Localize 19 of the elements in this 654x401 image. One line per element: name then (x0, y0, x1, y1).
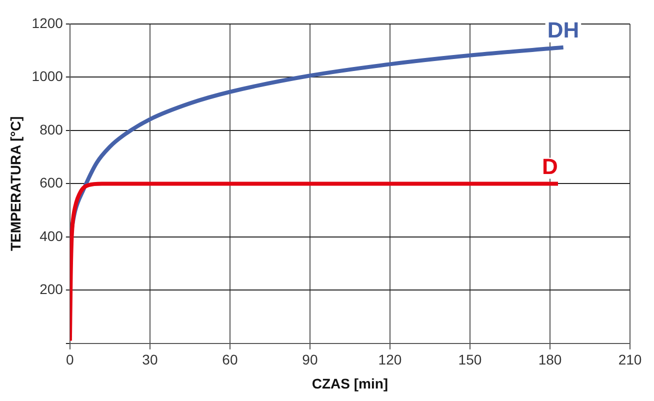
y-tick-label: 200 (40, 281, 64, 298)
y-tick-label: 1200 (32, 14, 64, 31)
x-tick-label: 210 (618, 352, 642, 368)
y-axis-title: TEMPERATURA [°C] (7, 116, 24, 252)
y-tick-label: 600 (40, 174, 64, 191)
x-axis-title: CZAS [min] (312, 375, 388, 392)
x-tick-label: 90 (302, 352, 318, 368)
x-tick-label: 120 (378, 352, 402, 368)
series-label: D (542, 154, 558, 179)
y-tick-label: 400 (40, 228, 64, 244)
y-tick-label: 800 (40, 121, 64, 138)
y-tick-label: 1000 (32, 68, 64, 84)
line-series (70, 182, 560, 343)
x-tick-label: 60 (222, 352, 238, 368)
x-tick-label: 30 (142, 352, 158, 368)
x-tick-label: 180 (538, 352, 562, 368)
x-tick-label: 150 (458, 352, 482, 368)
x-tick-label: 0 (66, 352, 74, 368)
series-label: DH (547, 17, 580, 42)
